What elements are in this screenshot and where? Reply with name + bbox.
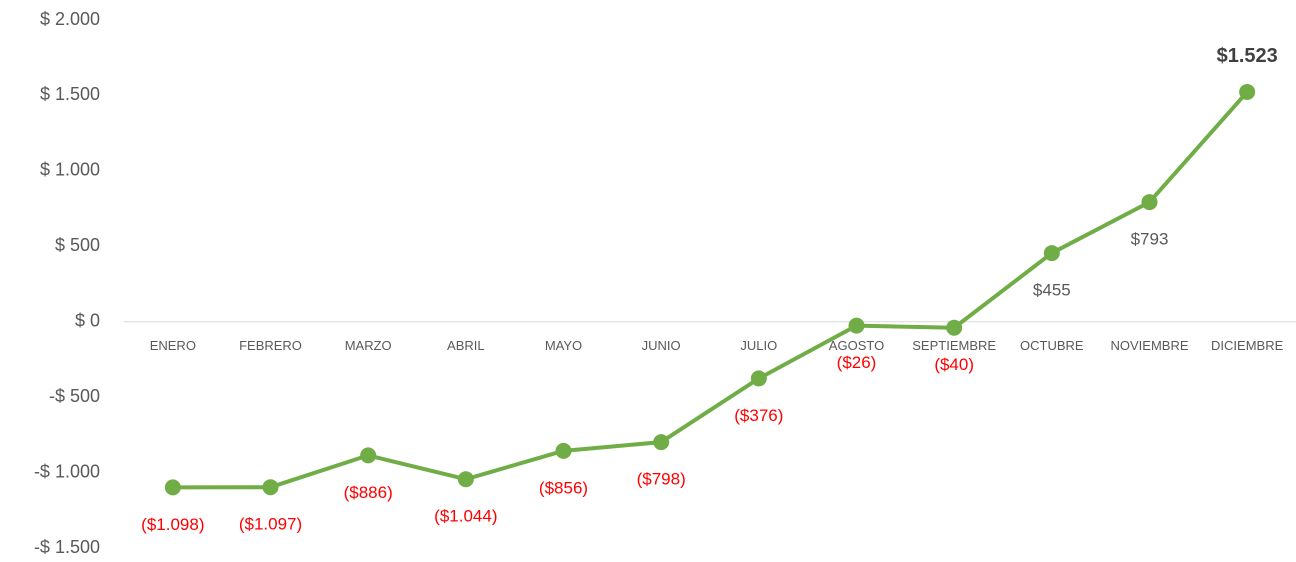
x-tick-label: MAYO [545,338,582,353]
data-label: ($856) [539,478,588,497]
data-point [457,471,474,488]
data-label: ($1.098) [141,515,204,534]
series-line [172,90,1249,490]
data-label: ($26) [837,353,877,372]
data-label: ($1.097) [239,515,302,534]
y-tick-label: -$ 500 [49,386,100,406]
data-point [653,434,670,451]
data-point [1043,245,1060,262]
y-tick-label: $ 500 [55,235,100,255]
y-tick-label: $ 0 [75,310,100,330]
data-point [750,370,767,387]
x-tick-label: MARZO [345,338,392,353]
data-point [848,317,865,334]
x-tick-label: ABRIL [447,338,485,353]
y-tick-label: $ 2.000 [40,9,100,29]
x-tick-label: DICIEMBRE [1211,338,1284,353]
data-point [1239,83,1256,100]
data-label: ($798) [637,470,686,489]
data-label: ($1.044) [434,507,497,526]
data-point [1141,194,1158,211]
y-tick-label: -$ 1.500 [34,537,100,557]
x-tick-label: FEBRERO [239,338,302,353]
data-point [360,447,377,464]
data-label: $793 [1131,230,1169,249]
x-tick-label: SEPTIEMBRE [912,338,996,353]
data-label: ($40) [934,355,974,374]
x-tick-label: NOVIEMBRE [1110,338,1188,353]
x-tick-label: OCTUBRE [1020,338,1084,353]
x-tick-label: ENERO [150,338,196,353]
data-point [555,442,572,459]
data-label: $1.523 [1217,45,1278,67]
y-tick-label: -$ 1.000 [34,461,100,481]
x-tick-label: JULIO [740,338,777,353]
data-point [164,479,181,496]
data-label: ($886) [344,483,393,502]
data-point [262,479,279,496]
data-point [946,319,963,336]
x-tick-label: AGOSTO [829,338,884,353]
data-label: ($376) [734,406,783,425]
y-tick-label: $ 1.500 [40,84,100,104]
y-tick-label: $ 1.000 [40,160,100,180]
data-label: $455 [1033,281,1071,300]
x-tick-label: JUNIO [642,338,681,353]
